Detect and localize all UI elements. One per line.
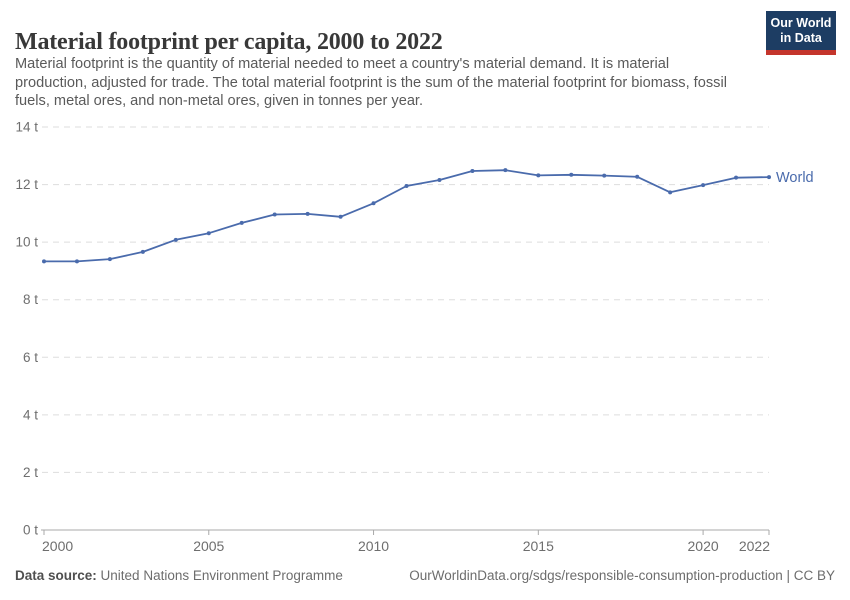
- subtitle-line-2: production, adjusted for trade. The tota…: [15, 74, 727, 91]
- data-point: [140, 249, 145, 254]
- citation-link[interactable]: OurWorldinData.org/sdgs/responsible-cons…: [409, 568, 835, 583]
- data-point: [668, 190, 673, 195]
- subtitle-line-1: Material footprint is the quantity of ma…: [15, 56, 670, 72]
- owid-logo-stripe: [766, 50, 836, 55]
- data-line-world: [43, 169, 770, 263]
- data-point: [602, 173, 607, 178]
- data-point: [437, 177, 442, 182]
- data-point: [272, 212, 277, 217]
- data-source-label: Data source:: [15, 568, 97, 583]
- x-axis-label: 2005: [193, 538, 224, 554]
- y-axis-label: 4 t: [23, 407, 38, 422]
- chart-subtitle: Material footprint is the quantity of ma…: [15, 55, 775, 111]
- data-point: [734, 175, 739, 180]
- data-point: [338, 214, 343, 219]
- data-point: [173, 237, 178, 242]
- data-point: [371, 201, 376, 206]
- owid-logo-box: Our World in Data: [766, 11, 836, 50]
- data-point: [701, 183, 706, 188]
- y-axis-label: 14 t: [15, 120, 38, 135]
- data-point: [635, 174, 640, 179]
- x-axis-label: 2000: [42, 538, 73, 554]
- x-axis-label: 2022: [739, 538, 770, 554]
- y-axis-label: 12 t: [15, 177, 38, 192]
- series-label-world: World: [776, 170, 814, 186]
- data-point: [503, 168, 508, 173]
- data-point: [404, 184, 409, 189]
- data-source-value: United Nations Environment Programme: [100, 568, 343, 583]
- data-point: [42, 259, 46, 264]
- y-axis-label: 10 t: [15, 235, 38, 250]
- y-axis-label: 0 t: [23, 523, 38, 538]
- data-point: [107, 257, 112, 262]
- y-axis-label: 6 t: [23, 350, 38, 365]
- data-source: Data source: United Nations Environment …: [15, 568, 343, 583]
- x-axis-label: 2010: [358, 538, 389, 554]
- data-point: [74, 259, 79, 264]
- owid-logo-line1: Our World: [770, 16, 832, 30]
- owid-logo-line2: in Data: [780, 31, 822, 45]
- x-axis-label: 2015: [523, 538, 554, 554]
- data-point: [536, 173, 541, 178]
- y-axis-label: 8 t: [23, 292, 38, 307]
- data-point: [305, 211, 310, 216]
- chart-title: Material footprint per capita, 2000 to 2…: [15, 29, 443, 56]
- chart-footer: Data source: United Nations Environment …: [15, 568, 835, 583]
- data-point: [239, 220, 244, 225]
- subtitle-line-3: fuels, metal ores, and non-metal ores, g…: [15, 93, 424, 109]
- data-point: [569, 172, 574, 177]
- owid-logo: Our World in Data: [766, 11, 836, 55]
- data-point: [767, 175, 771, 180]
- x-axis-label: 2020: [688, 538, 719, 554]
- data-point: [470, 169, 475, 174]
- data-point: [206, 231, 211, 236]
- y-axis-label: 2 t: [23, 465, 38, 480]
